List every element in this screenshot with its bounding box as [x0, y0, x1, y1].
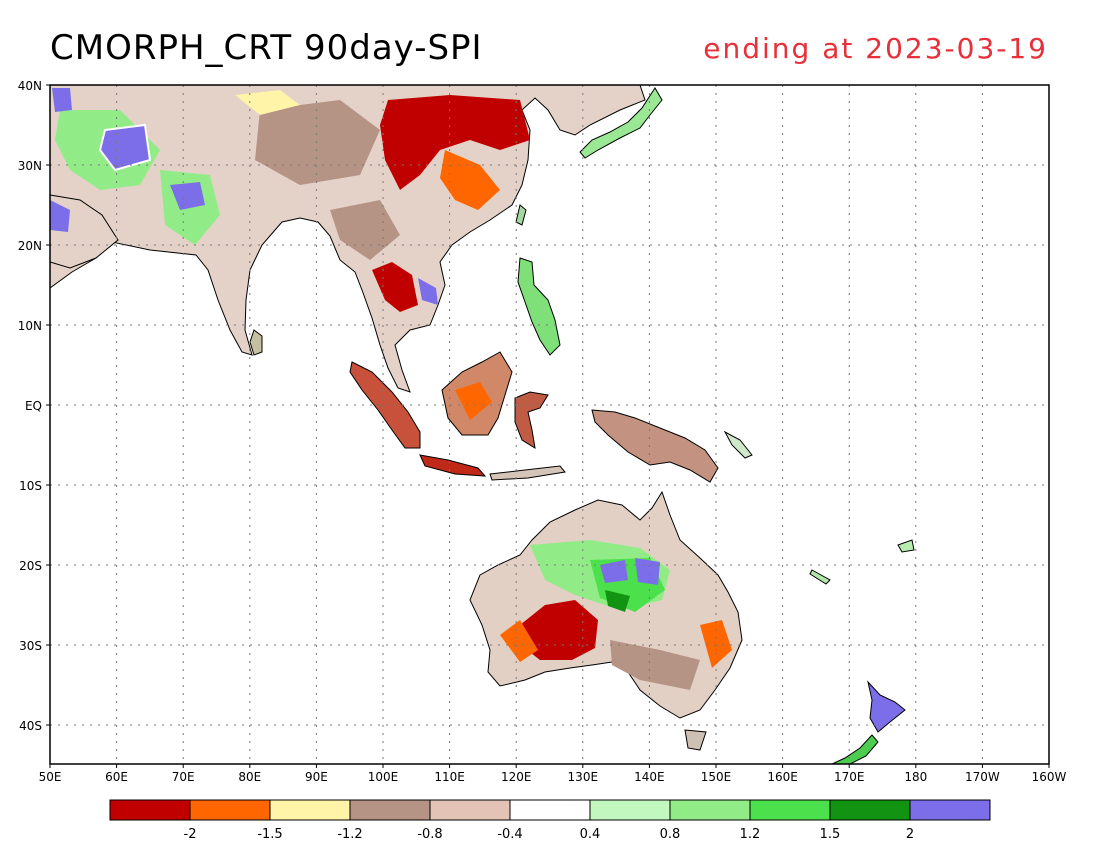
lon-label: 160W: [1032, 770, 1067, 784]
legend-swatch: [269, 799, 351, 821]
fiji: [897, 539, 915, 553]
lat-label: 10N: [18, 319, 42, 333]
legend-label: 1.5: [820, 827, 841, 842]
legend-swatch: [349, 799, 431, 821]
lat-label: 20S: [19, 559, 42, 573]
map-frame: [49, 84, 1050, 765]
legend-swatch: [829, 799, 911, 821]
lon-label: 170W: [965, 770, 1000, 784]
lat-label: 20N: [18, 239, 42, 253]
legend-label: -0.4: [497, 827, 522, 842]
lat-label: 10S: [19, 479, 42, 493]
lat-label: 40N: [18, 79, 42, 93]
axis-labels: 50E 60E 70E 80E 90E 100E 110E 120E 130E 140E 150E 1…: [18, 79, 1067, 784]
legend-label: 2: [906, 827, 914, 842]
color-legend: -2 -1.5 -1.2 -0.8 -0.4 0.4 0.8 1.2 1.5 2: [109, 799, 991, 842]
map-title: CMORPH_CRT 90day-SPI: [50, 28, 483, 68]
solomon-islands: [723, 430, 753, 459]
lon-label: 120E: [501, 770, 532, 784]
legend-label: -1.5: [257, 827, 282, 842]
lon-label: 150E: [701, 770, 732, 784]
java: [419, 454, 487, 477]
lon-label: 70E: [172, 770, 195, 784]
lat-label: EQ: [25, 399, 42, 413]
philippines: [517, 257, 561, 356]
new-caledonia: [809, 569, 831, 585]
tasmania: [684, 729, 707, 751]
sumatra: [349, 361, 421, 449]
japan: [579, 87, 663, 159]
lon-label: 160E: [767, 770, 798, 784]
legend-label: 1.2: [740, 827, 761, 842]
legend-label: -1.2: [337, 827, 362, 842]
new-zealand-north: [867, 680, 906, 733]
legend-swatch: [509, 799, 591, 821]
lon-label: 140E: [634, 770, 665, 784]
lesser-sunda: [489, 465, 566, 481]
lat-label: 30N: [18, 159, 42, 173]
sulawesi: [514, 391, 549, 450]
lon-label: 180: [904, 770, 927, 784]
lat-label: 40S: [19, 719, 42, 733]
ending-date: ending at 2023-03-19: [703, 32, 1048, 65]
legend-swatch: [669, 799, 751, 821]
lon-label: 80E: [238, 770, 261, 784]
land-layer: [50, 85, 915, 764]
lon-label: 110E: [434, 770, 465, 784]
lon-label: 170E: [834, 770, 865, 784]
sri-lanka: [249, 329, 263, 356]
legend-label: 0.8: [660, 827, 681, 842]
lon-label: 60E: [105, 770, 128, 784]
lon-label: 90E: [305, 770, 328, 784]
legend-label: 0.4: [580, 827, 601, 842]
legend-label: -0.8: [417, 827, 442, 842]
legend-swatch: [909, 799, 991, 821]
lon-label: 130E: [568, 770, 599, 784]
legend-swatch: [589, 799, 671, 821]
lon-label: 50E: [39, 770, 62, 784]
map-gridlines: [50, 85, 1049, 764]
legend-swatch: [429, 799, 511, 821]
legend-swatch: [189, 799, 271, 821]
legend-swatch: [109, 799, 191, 821]
new-zealand-south: [831, 734, 879, 764]
legend-label: -2: [184, 827, 197, 842]
new-guinea: [591, 409, 719, 483]
taiwan: [515, 204, 527, 226]
legend-swatch: [749, 799, 831, 821]
lon-label: 100E: [368, 770, 399, 784]
lat-label: 30S: [19, 639, 42, 653]
